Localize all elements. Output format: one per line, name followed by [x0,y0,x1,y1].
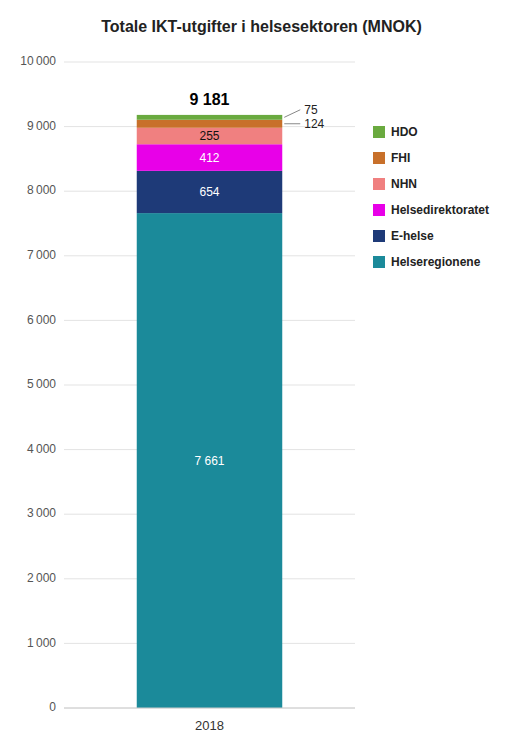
bar-segment [137,171,283,213]
grid [64,62,355,708]
y-tick-label: 3 000 [27,506,56,520]
y-tick-label: 9 000 [27,119,56,133]
bar-segment [137,144,283,171]
y-axis: 0 1 000 2 000 3 000 4 000 5 000 6 000 7 000 8 00… [20,54,56,714]
bar-segment [137,115,283,120]
grid-line [64,62,355,63]
bars [137,115,283,708]
y-tick-label: 0 [49,700,56,714]
x-tick-label: 2018 [195,718,224,733]
legend-swatch [373,256,385,268]
title: Totale IKT-utgifter i helsesektoren (MNO… [101,18,422,35]
y-tick-label: 6 000 [27,313,56,327]
legend-label: HDO [391,125,418,139]
x-axis-line [64,708,355,709]
y-tick-label: 1 000 [27,636,56,650]
data-label: 412 [199,151,219,165]
legend: HDO FHI NHN Helsedirektoratet E-helse Helsere… [373,125,489,269]
legend-label: Helsedirektoratet [391,203,489,217]
y-tick-label: 8 000 [27,183,56,197]
y-tick-label: 2 000 [27,571,56,585]
legend-swatch [373,126,385,138]
y-tick-label: 4 000 [27,442,56,456]
data-label: 75 [304,103,318,117]
legend-swatch [373,204,385,216]
data-label: 124 [304,117,324,131]
bar-segment [137,128,283,144]
leader-line [284,110,300,118]
data-label: 7 661 [194,454,224,468]
legend-label: FHI [391,151,410,165]
y-tick-label: 5 000 [27,377,56,391]
legend-swatch [373,152,385,164]
legend-label: Helseregionene [391,255,481,269]
legend-label: NHN [391,177,417,191]
bar-segment [137,213,283,708]
chart: Totale IKT-utgifter i helsesektoren (MNO… [0,0,523,748]
bar-segment [137,120,283,128]
grid-line [64,708,355,709]
legend-swatch [373,178,385,190]
data-label: 255 [199,129,219,143]
data-labels: 7 661 654 412 255 12475 [194,103,324,468]
leader-line [284,123,300,124]
y-tick-label: 7 000 [27,248,56,262]
legend-swatch [373,230,385,242]
annotation: 9 181 [189,91,229,108]
legend-label: E-helse [391,229,434,243]
data-label: 654 [199,185,219,199]
y-tick-label: 10 000 [20,54,56,68]
